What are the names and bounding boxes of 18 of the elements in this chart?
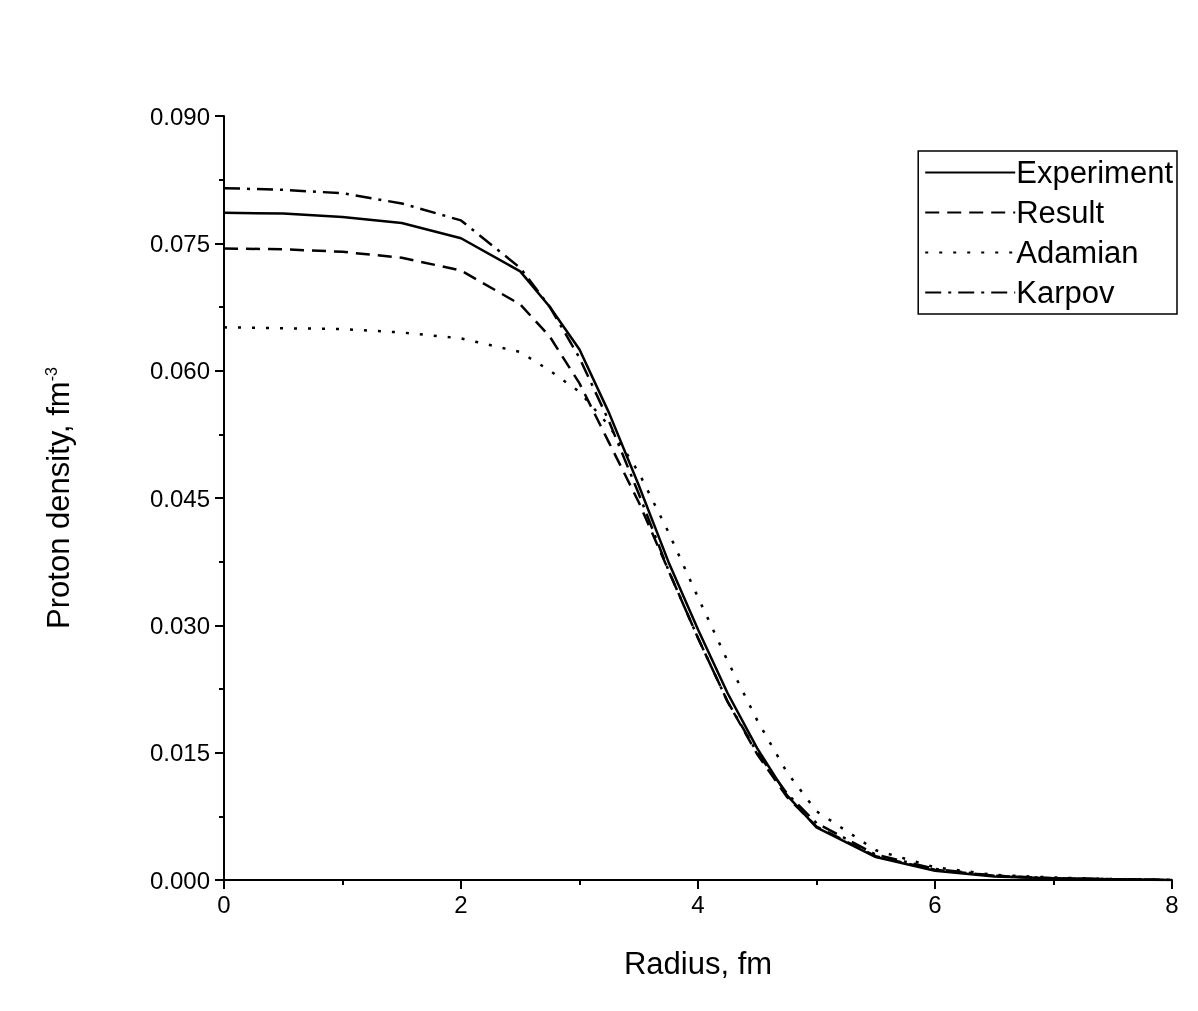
- y-tick-label: 0.090: [149, 102, 210, 130]
- y-tick-label: 0.075: [149, 229, 210, 257]
- x-tick-label: 0: [217, 890, 231, 918]
- x-axis-title: Radius, fm: [623, 946, 773, 981]
- y-tick-label: 0.045: [149, 484, 210, 512]
- legend-label: Experiment: [1016, 155, 1174, 190]
- x-tick-label: 8: [1165, 890, 1179, 918]
- y-axis-title: Proton density, fm-3: [41, 367, 76, 629]
- x-tick-label: 2: [454, 890, 468, 918]
- legend-label: Karpov: [1016, 275, 1115, 310]
- legend-label: Result: [1016, 195, 1105, 230]
- y-tick-label: 0.060: [149, 357, 210, 385]
- y-tick-label: 0.000: [149, 866, 210, 894]
- y-tick-label: 0.015: [149, 739, 210, 767]
- legend-label: Adamian: [1016, 235, 1139, 270]
- x-tick-label: 4: [691, 890, 705, 918]
- x-tick-label: 6: [928, 890, 942, 918]
- y-tick-label: 0.030: [149, 611, 210, 639]
